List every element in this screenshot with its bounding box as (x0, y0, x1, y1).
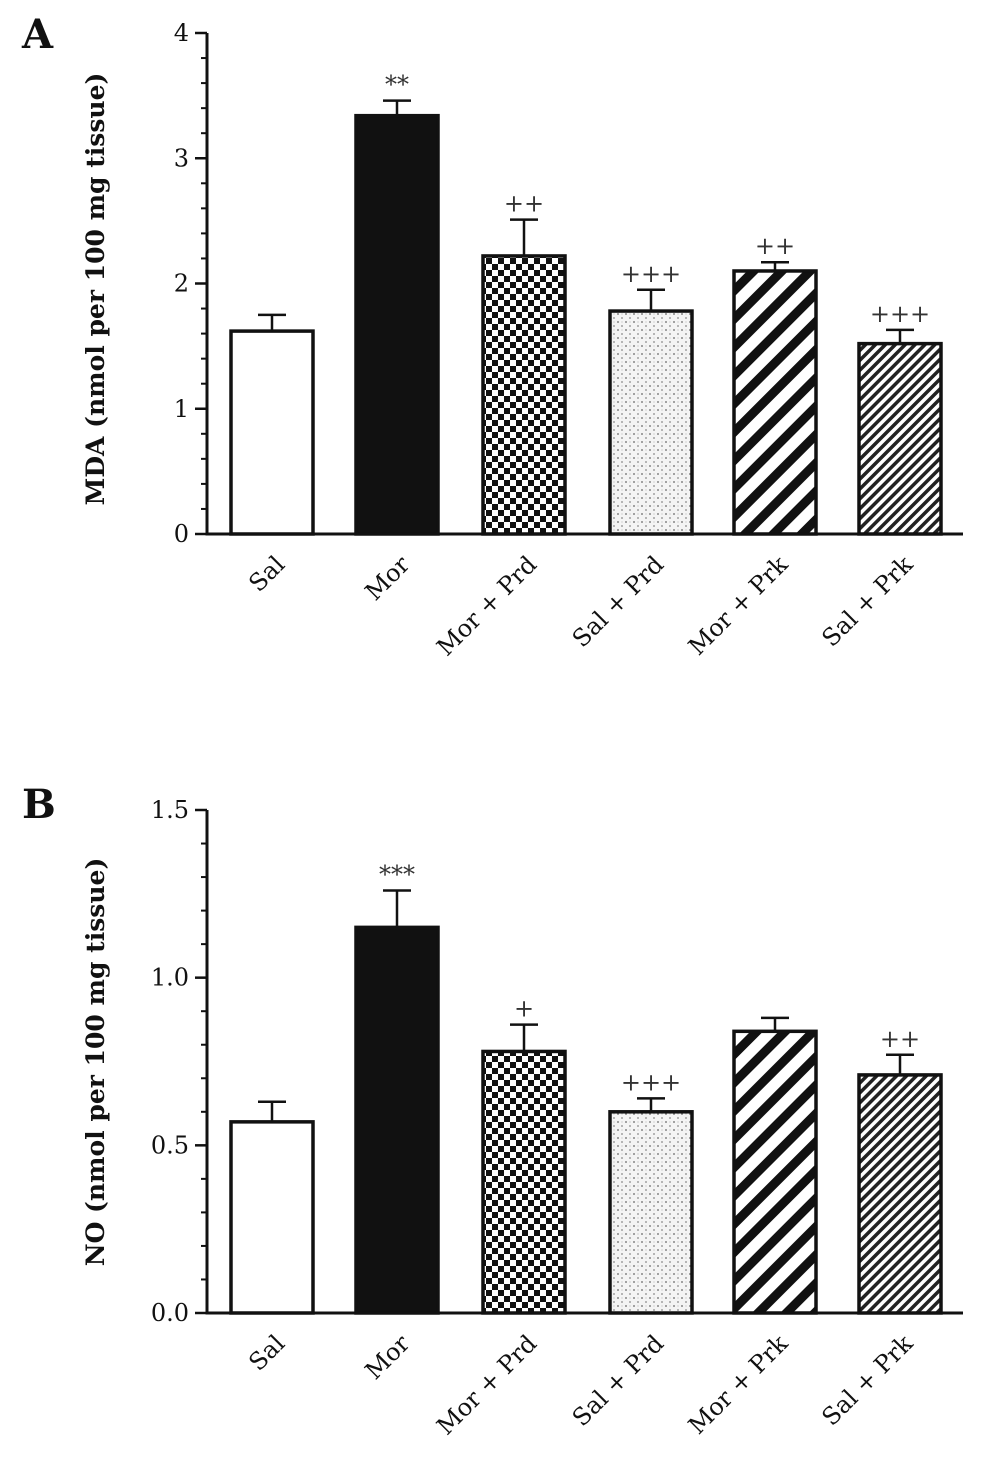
panel-a-y-axis-label: MDA (nmol per 100 mg tissue) (81, 73, 110, 506)
panel-a-label: A (21, 11, 54, 58)
panel-a-bar-4 (732, 269, 818, 536)
panel-a-bar-5 (857, 341, 943, 536)
panel-a: A MDA (nmol per 100 mg tissue) **+++++++… (21, 11, 963, 661)
panel-a-significance-2: ++ (504, 190, 544, 218)
panel-a-x-tick-label-5: Sal + Prk (816, 550, 918, 652)
panel-b-label: B (22, 781, 56, 828)
panel-a-x-tick-label-3: Sal + Prd (567, 550, 669, 652)
panel-b-bar-2 (481, 1049, 567, 1315)
panel-b-x-tick-label-1: Mor (360, 1329, 416, 1385)
panel-a-significance-1: ** (385, 71, 409, 99)
panel-a-x-tick-label-4: Mor + Prk (683, 550, 794, 661)
panel-b-significance-5: ++ (880, 1025, 920, 1053)
panel-a-bar-2 (481, 254, 567, 536)
panel-b-x-tick-label-3: Sal + Prd (567, 1329, 669, 1431)
panel-b-x-tick-label-2: Mor + Prd (431, 1329, 542, 1440)
panel-b-x-tick-label-0: Sal (243, 1329, 290, 1376)
panel-a-y-tick-label-2: 2 (174, 270, 189, 298)
panel-a-bar-3 (608, 309, 694, 536)
panel-b-bar-1 (354, 925, 440, 1315)
panel-a-x-tick-label-0: Sal (243, 550, 290, 597)
panel-a-significance-5: +++ (870, 300, 930, 328)
panel-b-bar-4 (732, 1029, 818, 1315)
panel-b: B NO (nmol per 100 mg tissue) ***++++++0… (22, 781, 963, 1440)
panel-a-significance-3: +++ (621, 260, 681, 288)
panel-b-significance-3: +++ (621, 1068, 681, 1096)
panel-b-x-tick-label-5: Sal + Prk (816, 1329, 918, 1431)
panel-b-x-tick-label-4: Mor + Prk (683, 1329, 794, 1440)
panel-b-y-tick-label-0: 0.0 (151, 1299, 189, 1327)
panel-b-bar-0 (229, 1120, 315, 1315)
panel-b-bar-3 (608, 1110, 694, 1315)
panel-a-x-tick-label-1: Mor (360, 550, 416, 606)
panel-b-y-tick-label-2: 1.0 (151, 964, 189, 992)
panel-b-y-axis-label: NO (nmol per 100 mg tissue) (81, 858, 110, 1267)
panel-a-x-tick-label-2: Mor + Prd (431, 550, 542, 661)
panel-a-y-tick-label-1: 1 (174, 395, 189, 423)
panel-a-y-tick-label-4: 4 (174, 19, 189, 47)
panel-b-significance-1: *** (379, 860, 415, 888)
panel-a-y-tick-label-0: 0 (174, 520, 189, 548)
panel-a-y-tick-label-3: 3 (174, 144, 189, 172)
panel-b-bar-5 (857, 1073, 943, 1315)
panel-b-y-tick-label-1: 0.5 (151, 1131, 189, 1159)
panel-b-significance-2: + (514, 995, 534, 1023)
panel-a-significance-4: ++ (755, 232, 795, 260)
panel-a-bar-1 (354, 113, 440, 536)
panel-a-bar-0 (229, 329, 315, 536)
panel-b-y-tick-label-3: 1.5 (151, 796, 189, 824)
